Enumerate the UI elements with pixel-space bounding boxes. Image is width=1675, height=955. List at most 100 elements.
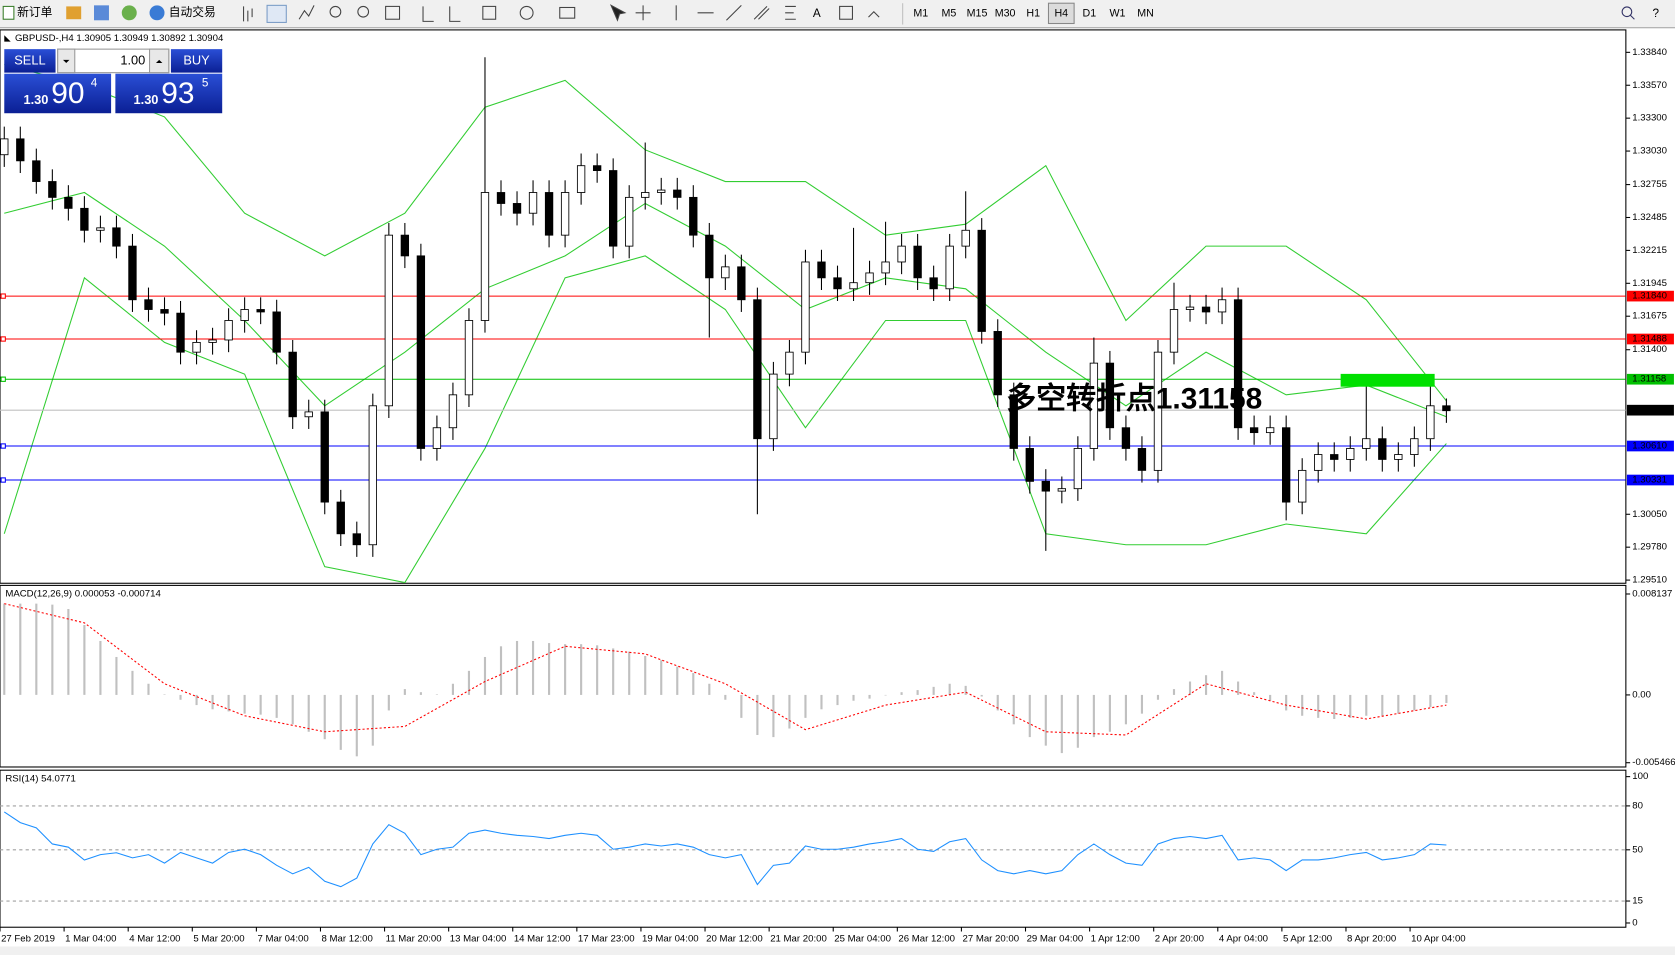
- timeframe-button[interactable]: M30: [995, 8, 1016, 20]
- lot-value: 1.00: [120, 52, 145, 67]
- candle-body: [368, 405, 377, 546]
- scroll-icon[interactable]: [422, 6, 461, 22]
- candle-body: [576, 165, 586, 193]
- timeframe-button[interactable]: H4: [1054, 8, 1068, 20]
- timeframe-active: [1047, 2, 1075, 25]
- current-price-tag: [1626, 404, 1674, 416]
- y-tick-label: 1.33570: [1632, 80, 1667, 91]
- timeframe-button[interactable]: M15: [967, 8, 988, 20]
- macd-pane: [0, 584, 1627, 768]
- zoom-out-icon[interactable]: [357, 5, 370, 18]
- indicators-icon[interactable]: [482, 5, 497, 20]
- text-tool[interactable]: A: [813, 7, 821, 20]
- candle-body: [625, 196, 634, 247]
- buy-label: BUY: [183, 52, 210, 67]
- candle-body: [272, 311, 281, 353]
- candle-body: [320, 411, 329, 503]
- line-anchor: [0, 336, 6, 342]
- timeframe-button[interactable]: MN: [1137, 8, 1154, 20]
- candle-body: [721, 266, 730, 279]
- y-tick-label: 1.32485: [1632, 212, 1667, 223]
- fibo-icon[interactable]: [785, 5, 796, 20]
- channel-icon[interactable]: [753, 6, 770, 20]
- candle-body: [961, 229, 970, 247]
- candle-body: [1249, 427, 1259, 434]
- price-tag: [1626, 474, 1674, 486]
- periods-icon[interactable]: [519, 5, 534, 20]
- x-tick-label: 29 Mar 04:00: [1027, 934, 1084, 945]
- timeframe-button[interactable]: H1: [1026, 8, 1040, 20]
- cursor-icon[interactable]: [609, 4, 627, 22]
- arrows-tool[interactable]: [868, 10, 880, 18]
- price-tag: [1626, 373, 1674, 385]
- candle-body: [1185, 306, 1195, 310]
- ask-small: 5: [202, 76, 209, 89]
- candle-body: [993, 331, 1002, 396]
- x-tick-label: 4 Apr 04:00: [1219, 934, 1268, 945]
- candle-body: [689, 196, 698, 236]
- x-tick-label: 5 Apr 12:00: [1283, 934, 1332, 945]
- candle-body: [1201, 306, 1211, 313]
- trendline-icon[interactable]: [726, 4, 742, 21]
- timeframe-button[interactable]: M5: [942, 8, 957, 20]
- candle-body: [96, 227, 105, 231]
- candle-body: [1009, 394, 1018, 449]
- y-tick-label: 1.32755: [1632, 179, 1667, 190]
- candle-body: [432, 427, 442, 449]
- chart-title: GBPUSD-,H4 1.30905 1.30949 1.30892 1.309…: [15, 33, 224, 44]
- candle-body: [464, 320, 474, 396]
- label-tool[interactable]: [839, 5, 853, 20]
- bar-chart-icon[interactable]: [243, 6, 253, 22]
- templates-icon[interactable]: [559, 6, 576, 19]
- timeframe-button[interactable]: M1: [913, 8, 928, 20]
- bid-box[interactable]: [4, 73, 112, 114]
- sell-button[interactable]: [4, 49, 56, 73]
- auto-trading-button[interactable]: 自动交易: [149, 5, 216, 21]
- candle-body: [288, 351, 297, 418]
- candle-body: [336, 501, 345, 535]
- help-icon[interactable]: ?: [1653, 7, 1660, 20]
- candle-body: [64, 196, 73, 209]
- search-icon[interactable]: [1621, 6, 1633, 18]
- line-chart-icon[interactable]: [298, 5, 315, 20]
- ask-big: 93: [161, 77, 194, 110]
- candle-body: [1105, 362, 1115, 429]
- toolbar-icon[interactable]: [66, 6, 82, 20]
- candle-body: [1025, 448, 1034, 482]
- buy-button[interactable]: [170, 49, 223, 73]
- ask-box[interactable]: [115, 73, 223, 114]
- candle-body: [240, 309, 249, 321]
- price-tag: [1626, 290, 1674, 302]
- new-order-button[interactable]: 新订单: [2, 5, 53, 20]
- candle-body: [977, 229, 986, 332]
- toolbar-icon[interactable]: [121, 5, 137, 21]
- zoom-in-icon[interactable]: [329, 5, 342, 18]
- x-tick-label: 4 Mar 12:00: [129, 934, 180, 945]
- ask-prefix: 1.30: [134, 92, 159, 107]
- symbol-icon: [4, 35, 11, 42]
- y-tick-label: 100: [1632, 771, 1648, 782]
- y-tick-label: 15: [1632, 896, 1643, 907]
- crosshair-icon[interactable]: [635, 5, 651, 21]
- candle-body: [1217, 299, 1227, 313]
- candle-body: [1057, 488, 1066, 492]
- y-tick-label: 1.30050: [1632, 509, 1667, 520]
- candle-body: [657, 189, 666, 193]
- sell-label: SELL: [14, 52, 45, 67]
- candle-body: [224, 320, 233, 341]
- y-tick-label: 1.31945: [1632, 278, 1667, 289]
- rsi-line: [3, 811, 1447, 888]
- candle-body: [929, 277, 938, 290]
- toolbar-icon[interactable]: [94, 5, 109, 21]
- y-tick-label: 1.33840: [1632, 47, 1667, 58]
- y-tick-label: 1.31400: [1632, 344, 1667, 355]
- macd-signal: [4, 603, 1447, 736]
- candle-chart-icon[interactable]: [266, 4, 287, 23]
- tile-icon[interactable]: [385, 5, 401, 20]
- timeframe-button[interactable]: D1: [1083, 8, 1097, 20]
- candle-body: [833, 277, 842, 290]
- timeframe-button[interactable]: W1: [1109, 8, 1125, 20]
- x-tick-label: 8 Mar 12:00: [322, 934, 373, 945]
- y-tick-label: 50: [1632, 844, 1643, 855]
